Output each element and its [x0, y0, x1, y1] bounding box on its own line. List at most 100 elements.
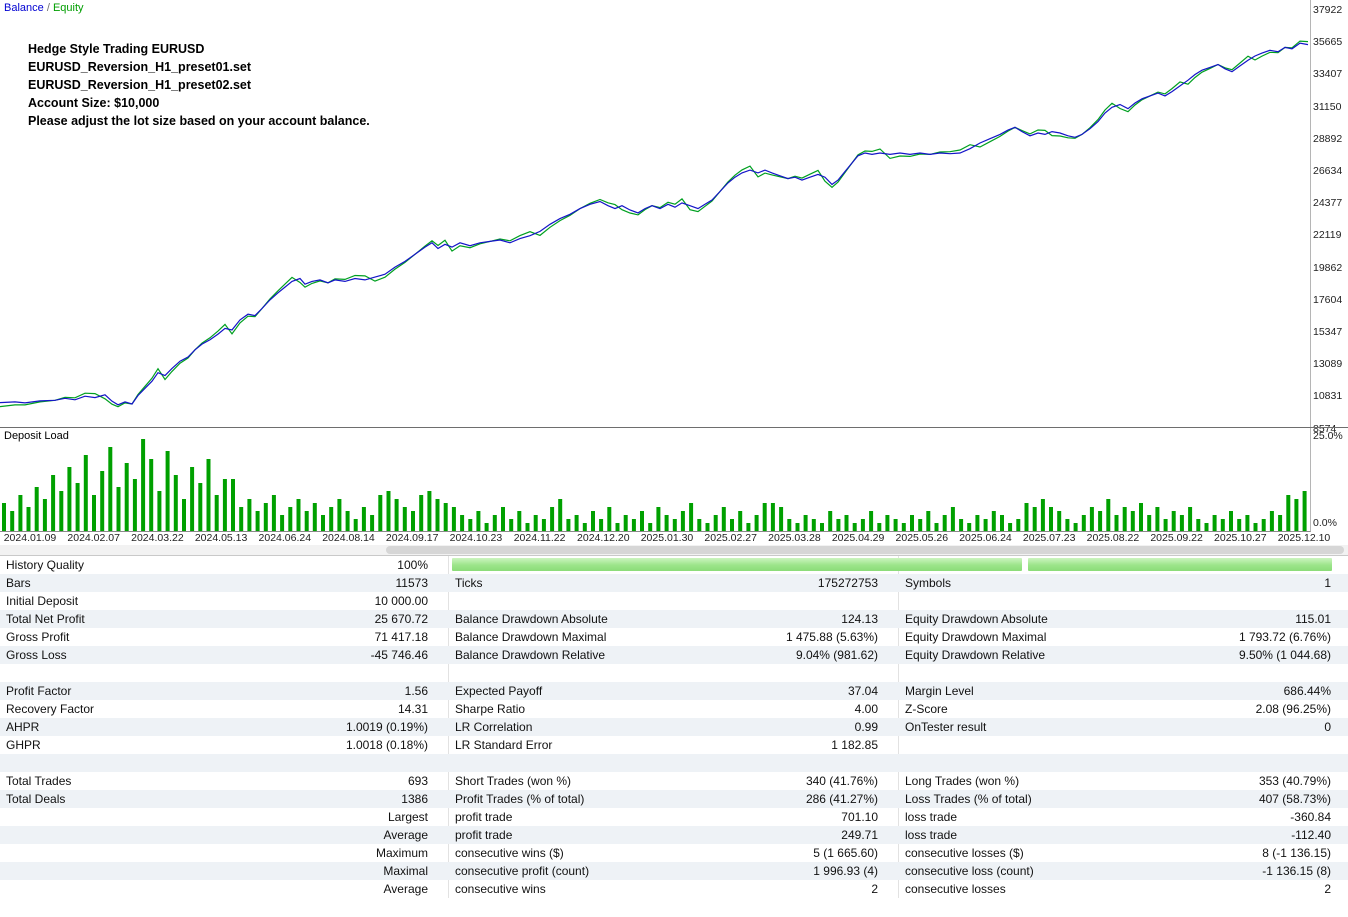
- date-axis-label: 2025.05.26: [895, 532, 949, 544]
- table-row: Maximum consecutive wins ($) 5 (1 665.60…: [0, 844, 1348, 862]
- table-row: Total Trades 693 Short Trades (won %) 34…: [0, 772, 1348, 790]
- date-axis-label: 2024.10.23: [449, 532, 503, 544]
- history-quality-bar: [452, 558, 1022, 571]
- stat-label: consecutive losses ($): [905, 846, 1024, 860]
- stat-value: 71 417.18: [374, 630, 428, 644]
- stat-value: 25 670.72: [374, 612, 428, 626]
- date-axis-label: 2024.12.20: [577, 532, 630, 544]
- stat-value: 1 182.85: [831, 738, 878, 752]
- stat-label: Loss Trades (% of total): [905, 792, 1032, 806]
- price-axis-label: 28892: [1313, 132, 1343, 145]
- deposit-load-bars: [2, 439, 1307, 531]
- stat-value: 353 (40.79%): [1258, 774, 1331, 788]
- price-axis-label: 8574: [1313, 422, 1337, 435]
- annotation-line: Account Size: $10,000: [28, 96, 160, 110]
- stat-label: Long Trades (won %): [905, 774, 1020, 788]
- stat-value: 407 (58.73%): [1258, 792, 1331, 806]
- stat-value: 1.0018 (0.18%): [345, 738, 428, 752]
- date-axis: 2024.01.09 2024.02.07 2024.03.22 2024.05.13…: [0, 532, 1348, 545]
- stat-value: 0: [1324, 720, 1331, 734]
- date-axis-label: 2024.11.22: [513, 532, 566, 544]
- stat-value: -360.84: [1290, 810, 1331, 824]
- table-row: Total Deals 1386 Profit Trades (% of tot…: [0, 790, 1348, 808]
- stat-label: LR Correlation: [455, 720, 533, 734]
- chart-annotation: Hedge Style Trading EURUSD EURUSD_Revers…: [28, 40, 370, 130]
- stat-label: Profit Factor: [6, 684, 72, 698]
- stat-label: consecutive profit (count): [455, 864, 590, 878]
- price-axis-label: 10831: [1313, 390, 1343, 403]
- stat-label: consecutive loss (count): [905, 864, 1034, 878]
- backtest-stats-table: History Quality 100% Bars 11573 Ticks 17…: [0, 555, 1348, 917]
- table-row: Maximal consecutive profit (count) 1 996…: [0, 862, 1348, 880]
- stat-value: 115.01: [1295, 612, 1331, 626]
- stat-value: Maximum: [375, 846, 428, 860]
- stat-value: Largest: [387, 810, 428, 824]
- stat-label: History Quality: [6, 558, 85, 572]
- stat-label: Ticks: [455, 576, 483, 590]
- price-axis-label: 35665: [1313, 36, 1343, 49]
- stat-label: consecutive losses: [905, 882, 1006, 896]
- stat-value: 175272753: [817, 576, 878, 590]
- table-row: Recovery Factor 14.31 Sharpe Ratio 4.00 …: [0, 700, 1348, 718]
- table-row: [0, 664, 1348, 682]
- horizontal-scrollbar[interactable]: [0, 545, 1348, 555]
- stat-value: 2: [1324, 882, 1331, 896]
- annotation-line: EURUSD_Reversion_H1_preset02.set: [28, 78, 252, 92]
- table-row: Average consecutive wins 2 consecutive l…: [0, 880, 1348, 898]
- stat-label: Total Net Profit: [6, 612, 85, 626]
- stat-label: Balance Drawdown Absolute: [455, 612, 608, 626]
- price-axis-label: 24377: [1313, 197, 1343, 210]
- stat-value: 693: [407, 774, 428, 788]
- date-axis-label: 2025.03.28: [768, 532, 821, 544]
- stat-label: Total Trades: [6, 774, 72, 788]
- table-row: Profit Factor 1.56 Expected Payoff 37.04…: [0, 682, 1348, 700]
- stat-label: Profit Trades (% of total): [455, 792, 585, 806]
- stat-value: 8 (-1 136.15): [1262, 846, 1331, 860]
- date-axis-label: 2024.02.07: [67, 532, 120, 544]
- price-axis-label: 19862: [1313, 261, 1343, 274]
- date-axis-label: 2025.08.22: [1086, 532, 1140, 544]
- stat-value: 701.10: [841, 810, 878, 824]
- price-axis: 37922 35665 33407 31150 28892 26634 24377 22119…: [1311, 0, 1348, 435]
- stat-value: 14.31: [397, 702, 428, 716]
- date-axis-label: 2025.06.24: [959, 532, 1012, 544]
- stat-label: Recovery Factor: [6, 702, 95, 716]
- stat-label: loss trade: [905, 810, 958, 824]
- legend-balance-label: Balance: [4, 2, 44, 14]
- stat-label: Gross Loss: [6, 648, 67, 662]
- stat-value: -45 746.46: [370, 648, 428, 662]
- stat-label: OnTester result: [905, 720, 987, 734]
- stat-value: 1 793.72 (6.76%): [1238, 630, 1331, 644]
- stat-label: GHPR: [6, 738, 41, 752]
- legend-separator: /: [43, 2, 53, 14]
- stat-value: 1386: [401, 792, 428, 806]
- stat-value: 2.08 (96.25%): [1255, 702, 1331, 716]
- chart-legend: Balance / Equity: [4, 2, 84, 14]
- stat-value: 1 475.88 (5.63%): [785, 630, 878, 644]
- table-row: AHPR 1.0019 (0.19%) LR Correlation 0.99 …: [0, 718, 1348, 736]
- table-row: Largest profit trade 701.10 loss trade -…: [0, 808, 1348, 826]
- date-axis-label: 2025.12.10: [1277, 532, 1331, 544]
- table-row: Gross Profit 71 417.18 Balance Drawdown …: [0, 628, 1348, 646]
- date-axis-label: 2024.09.17: [385, 532, 439, 544]
- annotation-line: EURUSD_Reversion_H1_preset01.set: [28, 60, 252, 74]
- stat-value: 5 (1 665.60): [813, 846, 878, 860]
- panel-divider: [0, 427, 1348, 428]
- stat-value: 686.44%: [1283, 684, 1331, 698]
- date-axis-label: 2025.07.23: [1022, 532, 1076, 544]
- table-row: GHPR 1.0018 (0.18%) LR Standard Error 1 …: [0, 736, 1348, 754]
- price-axis-label: 17604: [1313, 293, 1343, 306]
- stat-value: 2: [871, 882, 878, 896]
- scrollbar-thumb[interactable]: [386, 546, 1344, 554]
- stat-value: 4.00: [854, 702, 878, 716]
- balance-equity-curve: [0, 40, 1309, 408]
- stat-value: -112.40: [1291, 828, 1331, 842]
- date-axis-label: 2024.08.14: [322, 532, 375, 544]
- stat-value: 0.99: [854, 720, 878, 734]
- history-quality-bar: [1028, 558, 1332, 571]
- price-axis-label: 33407: [1313, 68, 1343, 81]
- price-axis-label: 37922: [1313, 4, 1343, 16]
- price-axis-label: 22119: [1313, 229, 1342, 242]
- stat-value: 9.04% (981.62): [795, 648, 878, 662]
- stat-label: Symbols: [905, 576, 952, 590]
